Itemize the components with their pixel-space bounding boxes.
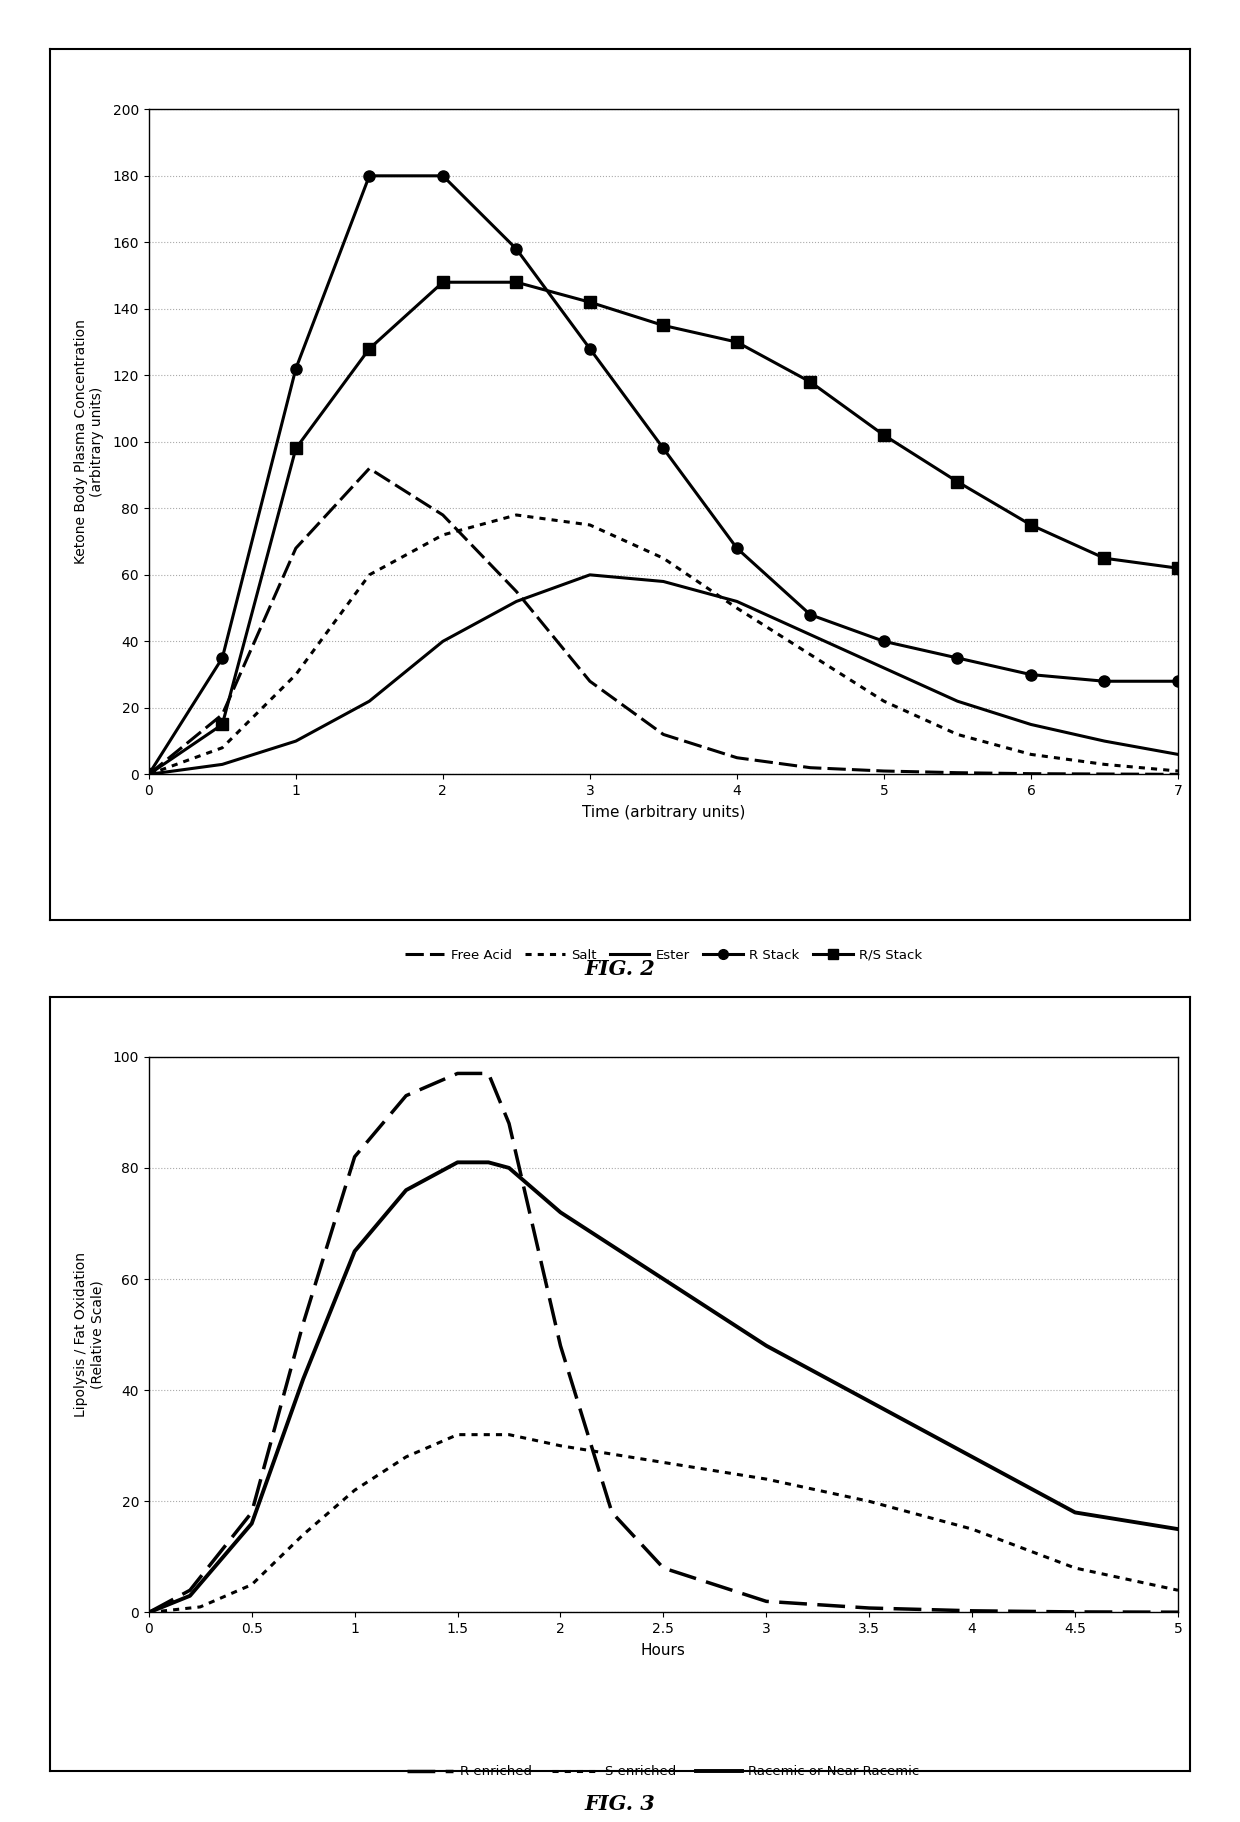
Y-axis label: Lipolysis / Fat Oxidation
(Relative Scale): Lipolysis / Fat Oxidation (Relative Scal… [74,1252,104,1418]
Y-axis label: Ketone Body Plasma Concentration
(arbitrary units): Ketone Body Plasma Concentration (arbitr… [74,319,104,565]
X-axis label: Hours: Hours [641,1643,686,1658]
Text: FIG. 2: FIG. 2 [584,960,656,978]
X-axis label: Time (arbitrary units): Time (arbitrary units) [582,805,745,820]
Legend: Free Acid, Salt, Ester, R Stack, R/S Stack: Free Acid, Salt, Ester, R Stack, R/S Sta… [399,944,928,967]
Legend: R enriched, S enriched, Racemic or Near Racemic: R enriched, S enriched, Racemic or Near … [402,1760,925,1784]
Text: FIG. 3: FIG. 3 [584,1795,656,1813]
